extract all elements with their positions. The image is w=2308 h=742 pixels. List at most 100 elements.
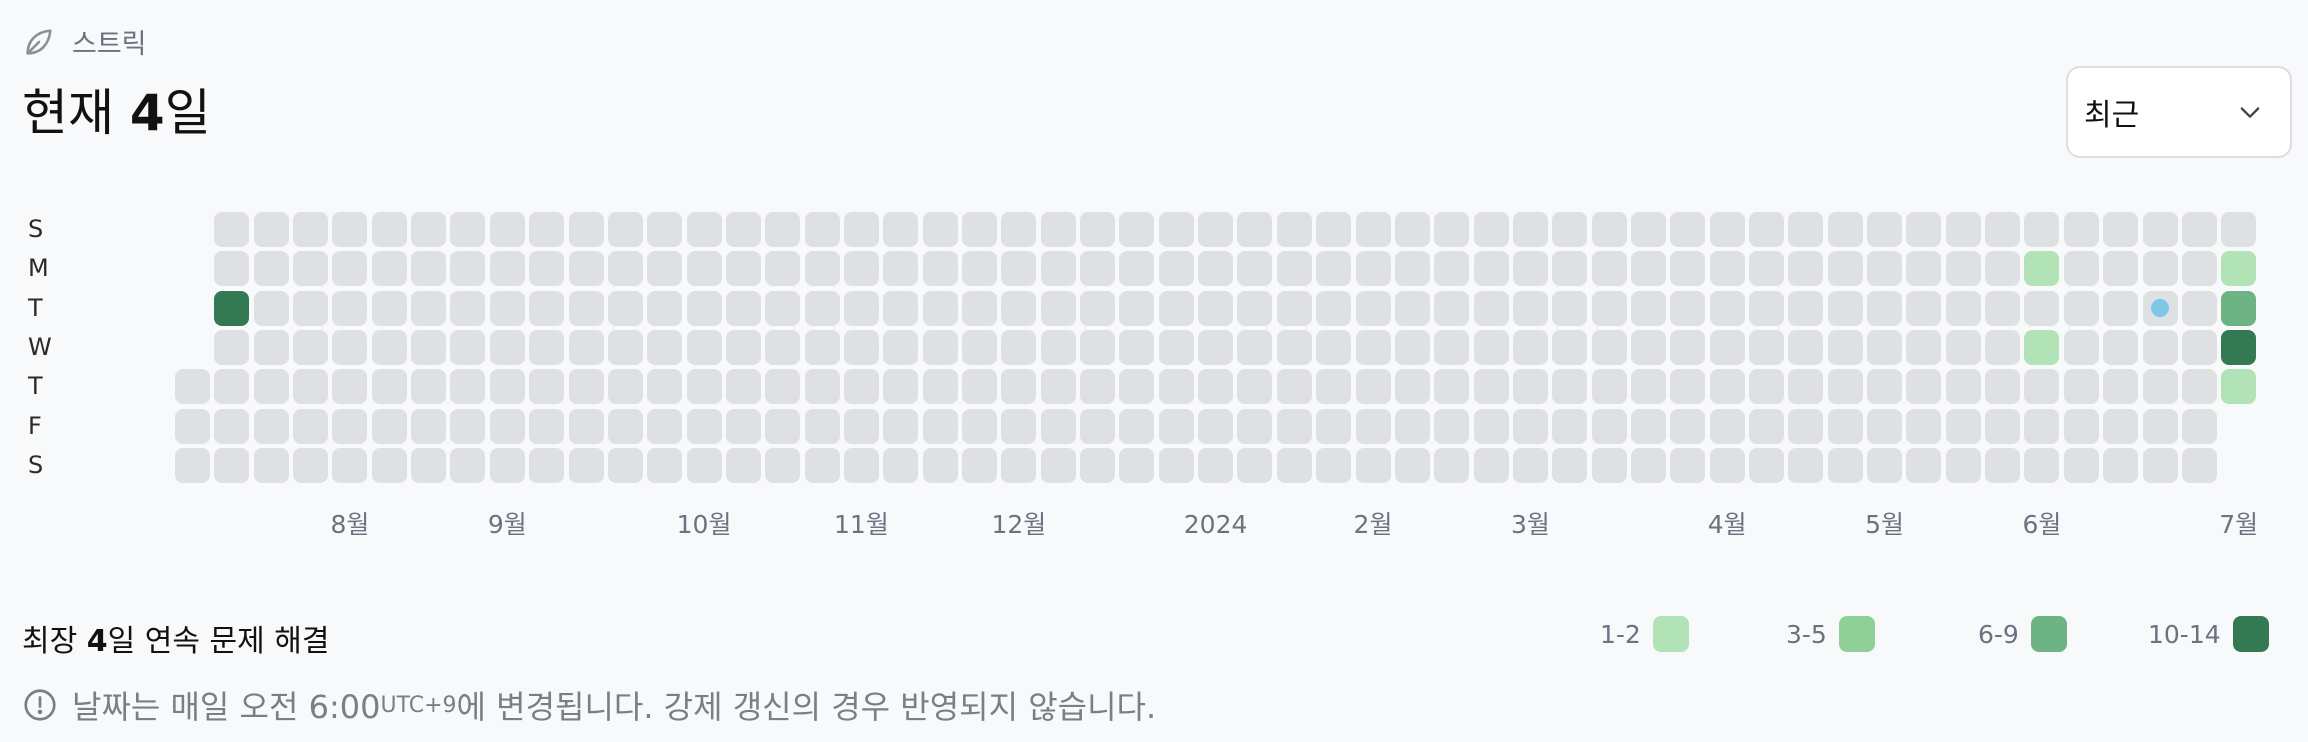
streak-cell[interactable]	[607, 290, 643, 326]
streak-cell[interactable]	[1198, 212, 1234, 247]
streak-cell[interactable]	[686, 251, 722, 287]
streak-cell[interactable]	[2181, 408, 2217, 444]
streak-cell[interactable]	[1670, 330, 1706, 366]
streak-cell[interactable]	[1630, 251, 1666, 287]
streak-cell[interactable]	[1670, 251, 1706, 287]
streak-cell[interactable]	[1394, 212, 1430, 247]
streak-cell[interactable]	[1906, 448, 1942, 484]
streak-cell[interactable]	[568, 212, 604, 247]
streak-cell[interactable]	[1198, 408, 1234, 444]
streak-cell[interactable]	[765, 330, 801, 366]
streak-cell[interactable]	[371, 251, 407, 287]
streak-cell[interactable]	[1394, 290, 1430, 326]
streak-cell[interactable]	[489, 251, 525, 287]
streak-cell[interactable]	[529, 290, 565, 326]
streak-cell[interactable]	[1355, 212, 1391, 247]
streak-cell[interactable]	[450, 330, 486, 366]
streak-cell[interactable]	[1001, 290, 1037, 326]
streak-cell[interactable]	[1080, 290, 1116, 326]
streak-cell[interactable]	[1906, 408, 1942, 444]
streak-cell[interactable]	[1198, 448, 1234, 484]
streak-cell[interactable]	[2103, 290, 2139, 326]
streak-cell[interactable]	[1473, 369, 1509, 405]
streak-cell[interactable]	[962, 369, 997, 405]
streak-cell[interactable]	[371, 408, 407, 444]
streak-cell[interactable]	[1591, 330, 1627, 366]
streak-cell[interactable]	[2221, 369, 2257, 405]
streak-cell[interactable]	[1552, 408, 1588, 444]
streak-cell[interactable]	[1630, 408, 1666, 444]
streak-cell[interactable]	[1119, 448, 1155, 484]
streak-cell[interactable]	[1512, 290, 1548, 326]
streak-cell[interactable]	[1591, 251, 1627, 287]
streak-cell[interactable]	[1709, 408, 1745, 444]
streak-cell[interactable]	[1237, 408, 1273, 444]
streak-cell[interactable]	[529, 408, 565, 444]
streak-cell[interactable]	[1867, 448, 1903, 484]
streak-cell[interactable]	[2142, 448, 2178, 484]
streak-cell[interactable]	[1591, 408, 1627, 444]
streak-cell[interactable]	[962, 330, 997, 366]
streak-cell[interactable]	[2063, 212, 2099, 247]
streak-cell[interactable]	[1906, 330, 1942, 366]
streak-cell[interactable]	[1434, 330, 1470, 366]
streak-cell[interactable]	[686, 369, 722, 405]
streak-cell[interactable]	[1158, 408, 1194, 444]
streak-cell[interactable]	[175, 448, 210, 484]
streak-cell[interactable]	[1276, 251, 1312, 287]
streak-cell[interactable]	[725, 330, 761, 366]
streak-cell[interactable]	[922, 212, 958, 247]
streak-cell[interactable]	[962, 212, 997, 247]
streak-cell[interactable]	[1552, 330, 1588, 366]
streak-cell[interactable]	[1276, 290, 1312, 326]
streak-cell[interactable]	[2063, 369, 2099, 405]
streak-cell[interactable]	[1316, 408, 1352, 444]
streak-cell[interactable]	[1709, 330, 1745, 366]
streak-cell[interactable]	[1040, 290, 1076, 326]
streak-cell[interactable]	[1316, 330, 1352, 366]
streak-cell[interactable]	[1276, 330, 1312, 366]
streak-cell[interactable]	[253, 330, 289, 366]
streak-cell[interactable]	[1827, 448, 1863, 484]
streak-cell[interactable]	[1158, 330, 1194, 366]
streak-cell[interactable]	[2024, 408, 2060, 444]
streak-cell[interactable]	[725, 212, 761, 247]
streak-cell[interactable]	[489, 212, 525, 247]
streak-cell[interactable]	[1827, 369, 1863, 405]
streak-cell[interactable]	[568, 290, 604, 326]
streak-cell[interactable]	[1827, 251, 1863, 287]
streak-cell[interactable]	[332, 290, 368, 326]
streak-cell[interactable]	[1237, 251, 1273, 287]
streak-cell[interactable]	[883, 330, 919, 366]
streak-cell[interactable]	[1788, 290, 1824, 326]
streak-cell[interactable]	[568, 448, 604, 484]
streak-cell[interactable]	[1040, 212, 1076, 247]
streak-cell[interactable]	[2063, 330, 2099, 366]
streak-cell[interactable]	[214, 251, 250, 287]
streak-cell[interactable]	[568, 251, 604, 287]
streak-cell[interactable]	[1080, 251, 1116, 287]
streak-cell[interactable]	[843, 251, 879, 287]
streak-cell[interactable]	[1355, 251, 1391, 287]
streak-cell[interactable]	[2024, 212, 2060, 247]
streak-cell[interactable]	[293, 408, 329, 444]
streak-cell[interactable]	[568, 330, 604, 366]
streak-cell[interactable]	[489, 448, 525, 484]
streak-cell[interactable]	[1867, 330, 1903, 366]
streak-cell[interactable]	[804, 330, 840, 366]
streak-cell[interactable]	[1985, 290, 2021, 326]
streak-cell[interactable]	[214, 330, 250, 366]
streak-cell[interactable]	[529, 330, 565, 366]
streak-cell[interactable]	[1394, 251, 1430, 287]
streak-cell[interactable]	[2103, 369, 2139, 405]
streak-cell[interactable]	[765, 369, 801, 405]
streak-cell[interactable]	[411, 251, 447, 287]
streak-cell[interactable]	[293, 290, 329, 326]
streak-cell[interactable]	[647, 330, 683, 366]
streak-cell[interactable]	[804, 212, 840, 247]
streak-cell[interactable]	[1945, 448, 1981, 484]
streak-cell[interactable]	[1788, 369, 1824, 405]
streak-cell[interactable]	[1001, 408, 1037, 444]
streak-cell[interactable]	[607, 330, 643, 366]
streak-cell[interactable]	[843, 290, 879, 326]
